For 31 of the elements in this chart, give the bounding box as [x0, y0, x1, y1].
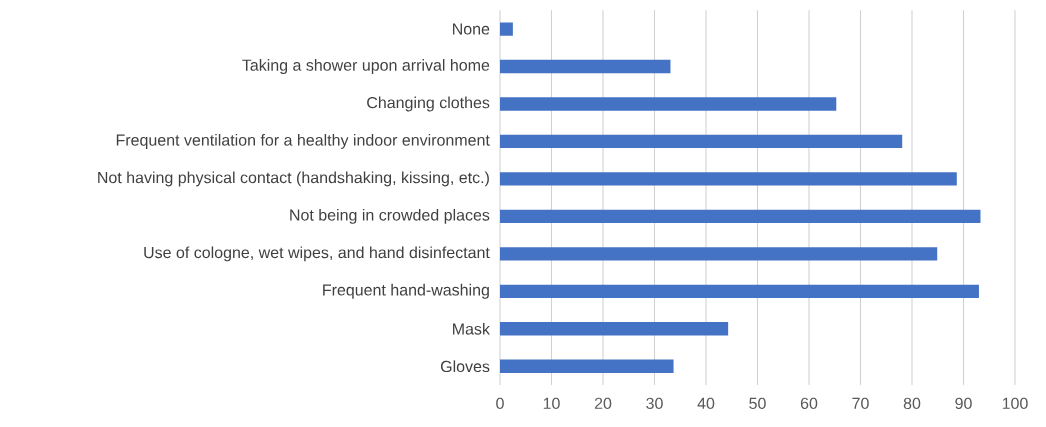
bar	[500, 359, 674, 373]
x-tick-label: 30	[646, 397, 663, 410]
y-tick-label: Mask	[453, 322, 490, 335]
y-tick-label: None	[453, 23, 490, 35]
y-tick-label: Frequent hand-washing	[323, 283, 489, 299]
x-tick-label: 80	[903, 397, 921, 410]
x-tick-label: 0	[496, 397, 504, 410]
y-tick-label: Frequent ventilation for a healthy indoor environment	[116, 134, 490, 149]
bar	[500, 172, 957, 186]
x-tick-label: 20	[594, 397, 612, 410]
x-tick-label: 40	[697, 397, 715, 410]
y-tick-label: Gloves	[440, 360, 490, 373]
bar	[500, 59, 671, 74]
bar	[500, 322, 729, 336]
bar	[500, 134, 903, 149]
x-tick-label: 50	[749, 397, 766, 410]
y-tick-label: Not being in crowded places	[290, 208, 490, 224]
y-tick-label: Use of cologne, wet wipes, and hand disinfectant	[144, 246, 490, 262]
y-tick-label: Changing clothes	[367, 96, 490, 112]
y-tick-label: Taking a shower upon arrival home	[242, 59, 490, 74]
x-tick-label: 70	[852, 397, 869, 410]
bar	[500, 247, 938, 261]
bar	[500, 209, 981, 224]
bar	[500, 22, 513, 36]
bar	[500, 97, 837, 111]
x-tick-label: 100	[1002, 397, 1028, 410]
x-tick-label: 90	[955, 397, 972, 410]
bar	[500, 284, 979, 298]
x-tick-label: 10	[543, 397, 560, 410]
x-tick-label: 60	[800, 397, 818, 410]
y-tick-label: Not having physical contact (handshaking, kissing, etc.)	[98, 171, 489, 187]
